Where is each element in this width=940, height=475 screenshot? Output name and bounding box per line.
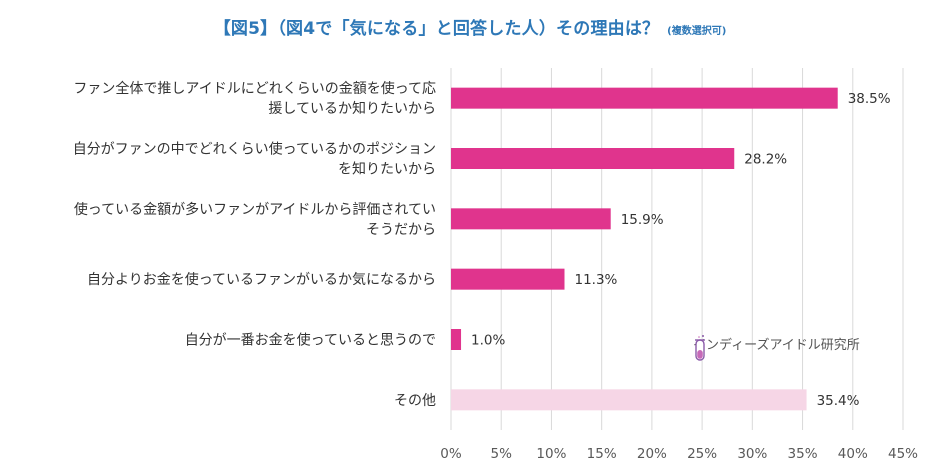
x-tick-label: 45% bbox=[888, 446, 918, 462]
x-tick-label: 5% bbox=[491, 446, 513, 462]
x-tick-label: 20% bbox=[637, 446, 667, 462]
bar bbox=[451, 87, 838, 109]
category-label: そうだから bbox=[366, 222, 436, 238]
data-label: 38.5% bbox=[848, 91, 891, 107]
x-tick-label: 0% bbox=[440, 446, 462, 462]
category-label: ファン全体で推しアイドルにどれくらいの金額を使って応 bbox=[73, 80, 436, 97]
brand-watermark: インディーズアイドル研究所 bbox=[693, 334, 860, 361]
test-tube-icon bbox=[695, 335, 705, 361]
bar bbox=[451, 208, 611, 230]
x-tick-label: 30% bbox=[737, 446, 767, 462]
category-label: 自分がファンの中でどれくらい使っているかのポジション bbox=[73, 141, 436, 158]
data-label: 35.4% bbox=[817, 393, 860, 409]
bar bbox=[451, 329, 462, 350]
data-label: 28.2% bbox=[744, 152, 787, 168]
x-tick-label: 35% bbox=[788, 446, 818, 462]
chart-title-note: (複数選択可) bbox=[667, 26, 727, 37]
brand-name: インディーズアイドル研究所 bbox=[693, 338, 860, 353]
chart-title-main: 【図5】（図4で「気になる」と回答した人）その理由は？ bbox=[213, 19, 660, 39]
x-tick-label: 15% bbox=[587, 446, 617, 462]
data-label: 11.3% bbox=[575, 272, 618, 288]
x-tick-label: 10% bbox=[536, 446, 566, 462]
category-label: 自分よりお金を使っているファンがいるか気になるから bbox=[87, 271, 436, 288]
chart-title: 【図5】（図4で「気になる」と回答した人）その理由は？ (複数選択可) bbox=[0, 14, 940, 39]
x-tick-label: 40% bbox=[838, 446, 868, 462]
category-label: その他 bbox=[394, 393, 436, 409]
category-label: 使っている金額が多いファンがアイドルから評価されてい bbox=[74, 201, 436, 218]
category-label: 自分が一番お金を使っていると思うので bbox=[185, 332, 436, 349]
bar bbox=[451, 268, 565, 290]
category-label: 援しているか知りたいから bbox=[268, 100, 436, 117]
data-label: 1.0% bbox=[471, 333, 505, 349]
x-tick-label: 25% bbox=[687, 446, 717, 462]
bar bbox=[451, 148, 735, 169]
bar bbox=[451, 389, 807, 411]
data-label: 15.9% bbox=[621, 212, 664, 228]
category-label: を知りたいから bbox=[338, 161, 436, 178]
